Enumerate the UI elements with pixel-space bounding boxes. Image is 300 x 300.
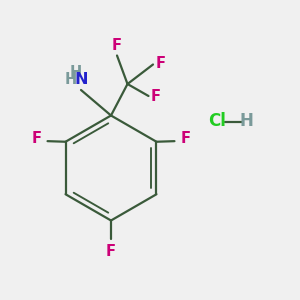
Text: H: H (239, 112, 253, 130)
Text: F: F (155, 56, 165, 70)
Text: N: N (74, 72, 88, 87)
Text: F: F (106, 244, 116, 260)
Text: F: F (181, 131, 190, 146)
Text: F: F (32, 131, 41, 146)
Text: Cl: Cl (208, 112, 226, 130)
Text: H: H (64, 72, 76, 87)
Text: F: F (112, 38, 122, 53)
Text: F: F (151, 88, 161, 104)
Text: H: H (70, 65, 82, 80)
